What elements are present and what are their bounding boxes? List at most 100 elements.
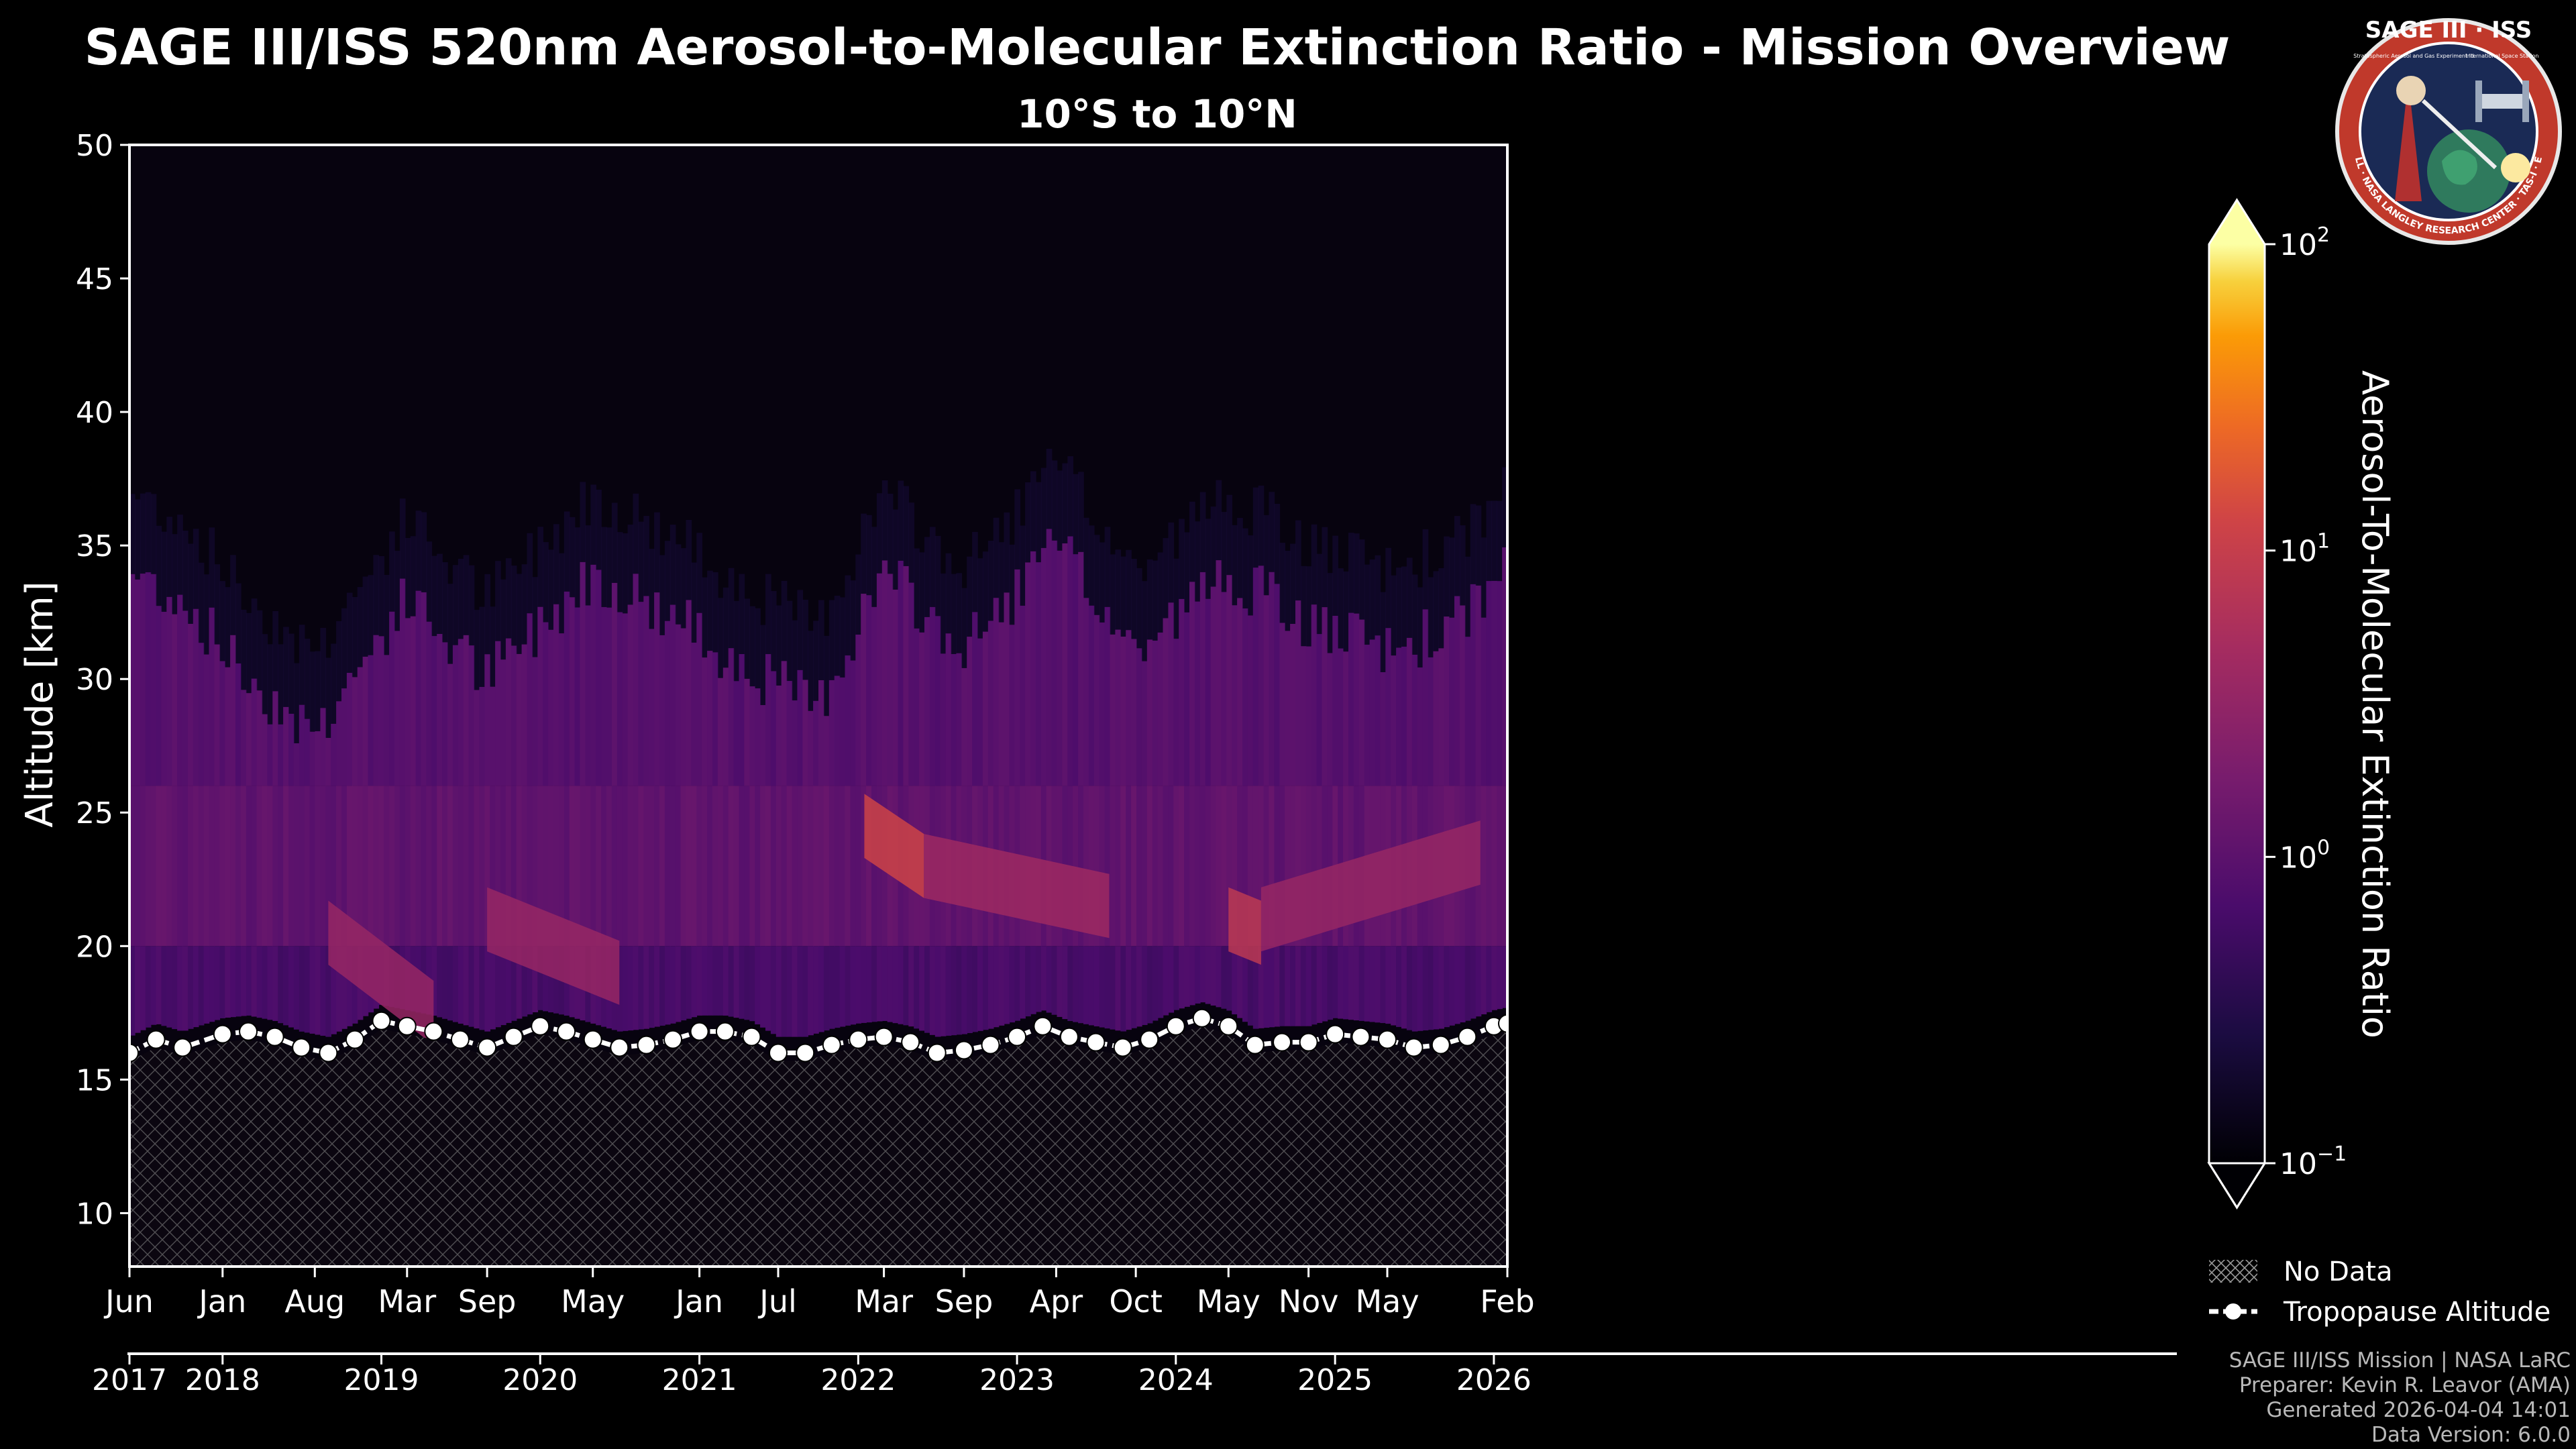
heatmap-cell	[813, 786, 819, 947]
heatmap-cell	[993, 598, 1000, 786]
heatmap-cell	[346, 786, 353, 947]
heatmap-cell	[1216, 786, 1222, 947]
heatmap-cell	[463, 946, 470, 1026]
heatmap-cell	[611, 502, 618, 583]
heatmap-cell	[1327, 653, 1334, 786]
month-tick-label: Nov	[1279, 1283, 1339, 1320]
heatmap-cell	[818, 600, 824, 680]
heatmap-cell	[993, 946, 1000, 1028]
heatmap-cell	[1454, 516, 1460, 596]
heatmap-cell	[129, 786, 136, 947]
heatmap-cell	[951, 946, 957, 1036]
heatmap-cell	[1062, 463, 1069, 543]
heatmap-cell	[680, 628, 687, 786]
heatmap-cell	[309, 946, 316, 1034]
heatmap-cell	[606, 607, 612, 786]
heatmap-cell	[564, 591, 570, 786]
heatmap-cell	[929, 527, 936, 607]
heatmap-cell	[405, 618, 411, 786]
month-tick-label: Jun	[103, 1283, 154, 1320]
heatmap-cell	[590, 484, 596, 565]
heatmap-cell	[410, 536, 417, 616]
heatmap-cell	[145, 492, 152, 573]
heatmap-cell	[431, 786, 437, 947]
heatmap-cell	[1232, 525, 1238, 606]
heatmap-cell	[1274, 503, 1281, 584]
heatmap-cell	[1099, 946, 1106, 1028]
month-tick-label: May	[1197, 1283, 1260, 1320]
heatmap-cell	[1088, 525, 1095, 606]
legend-tropopause-marker	[2225, 1303, 2241, 1320]
heatmap-cell	[569, 786, 576, 947]
heatmap-cell	[458, 559, 464, 639]
tropopause-point	[129, 1043, 139, 1063]
heatmap-cell	[707, 786, 713, 947]
heatmap-cell	[262, 946, 268, 1019]
heatmap-cell	[717, 946, 724, 1016]
heatmap-cell	[384, 786, 390, 947]
tropopause-point	[769, 1043, 788, 1063]
heatmap-cell	[627, 946, 634, 1031]
heatmap-cell	[649, 946, 655, 1028]
heatmap-cell	[553, 524, 559, 604]
heatmap-cell	[1300, 946, 1307, 1026]
tropopause-point	[1351, 1027, 1371, 1046]
heatmap-cell	[1157, 786, 1164, 947]
heatmap-cell	[601, 786, 607, 947]
heatmap-cell	[1470, 504, 1477, 584]
year-tick-label: 2019	[344, 1363, 419, 1397]
heatmap-cell	[929, 946, 936, 1035]
heatmap-cell	[993, 517, 1000, 598]
heatmap-cell	[346, 592, 353, 673]
heatmap-cell	[945, 553, 952, 634]
heatmap-cell	[919, 946, 925, 1031]
heatmap-cell	[1025, 946, 1031, 1017]
heatmap-cell	[680, 786, 687, 947]
heatmap-cell	[500, 579, 506, 660]
heatmap-cell	[315, 946, 321, 1035]
heatmap-cell	[378, 786, 384, 947]
heatmap-cell	[1157, 632, 1164, 786]
heatmap-cell	[468, 946, 475, 1027]
heatmap-cell	[1391, 946, 1397, 1026]
heatmap-cell	[1179, 519, 1185, 599]
y-tick-label: 25	[76, 796, 113, 830]
heatmap-cell	[187, 786, 194, 947]
heatmap-cell	[516, 946, 523, 1019]
heatmap-cell	[394, 786, 400, 947]
heatmap-cell	[601, 606, 607, 786]
heatmap-cell	[1009, 544, 1016, 625]
heatmap-cell	[1459, 605, 1466, 786]
patch-sub-left: Stratospheric Aerosol and Gas Experiment…	[2353, 53, 2473, 59]
y-tick-label: 20	[76, 930, 113, 964]
heatmap-cell	[1067, 456, 1073, 537]
heatmap-cell	[378, 636, 384, 786]
heatmap-cell	[177, 515, 183, 595]
heatmap-cell	[1406, 946, 1413, 1030]
heatmap-cell	[394, 631, 400, 786]
heatmap-cell	[987, 540, 994, 621]
heatmap-cell	[368, 575, 374, 655]
heatmap-cell	[405, 786, 411, 947]
heatmap-cell	[516, 786, 523, 947]
heatmap-cell	[309, 786, 316, 947]
tropopause-point	[1166, 1016, 1185, 1036]
heatmap-cell	[1232, 786, 1238, 947]
heatmap-cell	[288, 713, 294, 786]
heatmap-cell	[1146, 559, 1153, 640]
heatmap-cell	[808, 786, 814, 947]
heatmap-cell	[1237, 598, 1243, 786]
heatmap-cell	[627, 524, 634, 605]
heatmap-cell	[664, 621, 671, 786]
heatmap-cell	[760, 705, 766, 786]
heatmap-cell	[230, 786, 236, 947]
month-tick-label: Sep	[935, 1283, 994, 1320]
heatmap-cell	[972, 612, 978, 786]
y-tick-label: 40	[76, 396, 113, 430]
heatmap-cell	[638, 946, 645, 1030]
heatmap-cell	[368, 655, 374, 786]
heatmap-cell	[792, 786, 798, 947]
heatmap-cell	[1385, 628, 1391, 786]
heatmap-cell	[1290, 543, 1296, 624]
tropopause-point	[1192, 1008, 1212, 1028]
